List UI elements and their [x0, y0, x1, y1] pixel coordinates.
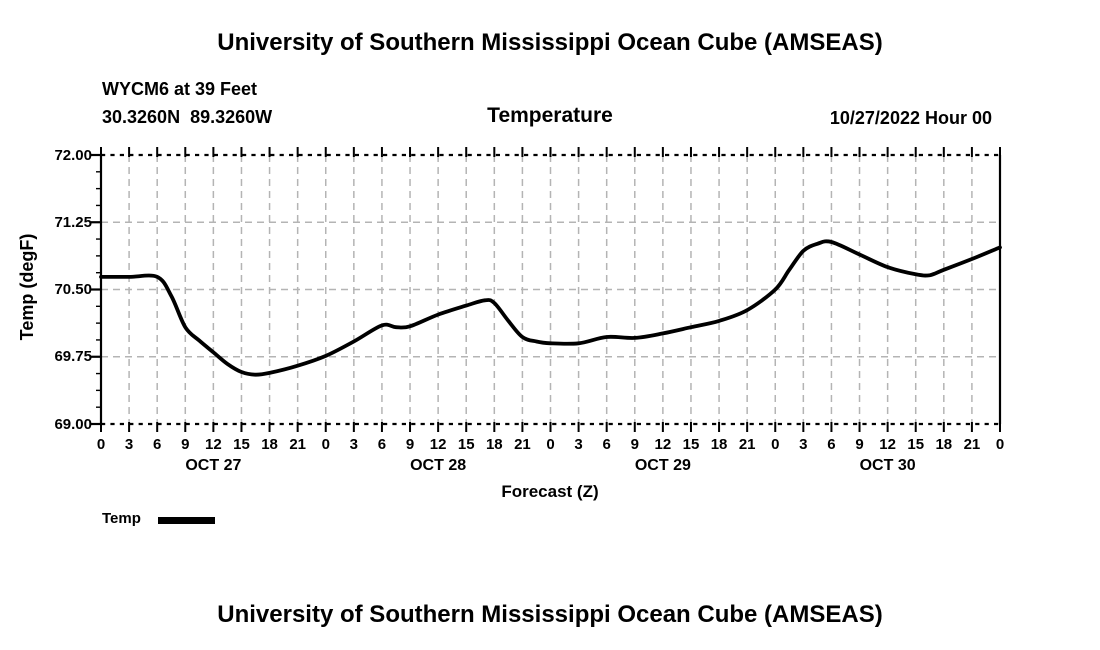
station-name-label: WYCM6 at 39 Feet [102, 79, 258, 99]
y-tick-label: 69.00 [54, 415, 92, 433]
x-tick-label: 0 [546, 436, 555, 453]
x-tick-label: 3 [349, 436, 359, 453]
x-tick-label: 21 [289, 436, 306, 453]
station-coordinates-label: 30.3260N 89.3260W [102, 107, 273, 127]
y-tick-label: 69.75 [54, 348, 92, 366]
chart-title: Temperature [487, 104, 613, 127]
y-tick-label: 71.25 [54, 213, 92, 231]
x-tick-label: 9 [855, 436, 864, 453]
x-tick-label: 12 [879, 436, 896, 453]
day-label: OCT 27 [185, 457, 242, 474]
x-tick-label: 18 [935, 436, 953, 453]
day-label: OCT 29 [634, 457, 691, 474]
legend-line-swatch [158, 517, 215, 524]
page-title: University of Southern Mississippi Ocean… [217, 29, 883, 56]
x-tick-label: 6 [377, 436, 387, 453]
x-tick-label: 9 [181, 436, 190, 453]
x-tick-label: 15 [907, 436, 925, 453]
x-tick-label: 18 [710, 436, 728, 453]
x-tick-label: 0 [321, 436, 330, 453]
x-tick-label: 3 [574, 436, 583, 453]
x-tick-label: 6 [827, 436, 836, 453]
day-label: OCT 30 [859, 457, 916, 474]
x-tick-label: 18 [485, 436, 503, 453]
x-tick-label: 6 [602, 436, 611, 453]
x-tick-label: 21 [514, 436, 531, 453]
x-tick-label: 3 [124, 436, 134, 453]
x-tick-label: 15 [233, 436, 250, 453]
x-tick-label: 9 [405, 436, 415, 453]
x-tick-label: 0 [995, 436, 1005, 453]
x-axis-title: Forecast (Z) [501, 482, 599, 501]
temp-series-line [99, 239, 1002, 377]
x-tick-label: 12 [429, 436, 447, 453]
x-tick-label: 0 [771, 436, 780, 453]
forecast-run-datetime-label: 10/27/2022 Hour 00 [829, 108, 992, 128]
x-tick-label: 12 [654, 436, 672, 453]
x-tick-label: 3 [799, 436, 808, 453]
x-tick-label: 0 [96, 436, 106, 453]
y-tick-label: 72.00 [54, 146, 92, 164]
x-tick-label: 15 [457, 436, 475, 453]
day-label: OCT 28 [410, 457, 467, 474]
x-tick-label: 18 [261, 436, 278, 453]
x-tick-label: 21 [738, 436, 756, 453]
x-tick-label: 6 [153, 436, 162, 453]
x-tick-label: 15 [682, 436, 700, 453]
page-title-bottom: University of Southern Mississippi Ocean… [217, 601, 883, 628]
x-tick-label: 9 [630, 436, 639, 453]
legend-label: Temp [102, 510, 141, 527]
x-tick-label: 12 [205, 436, 222, 453]
y-tick-label: 70.50 [54, 281, 92, 298]
x-tick-label: 21 [963, 436, 981, 453]
